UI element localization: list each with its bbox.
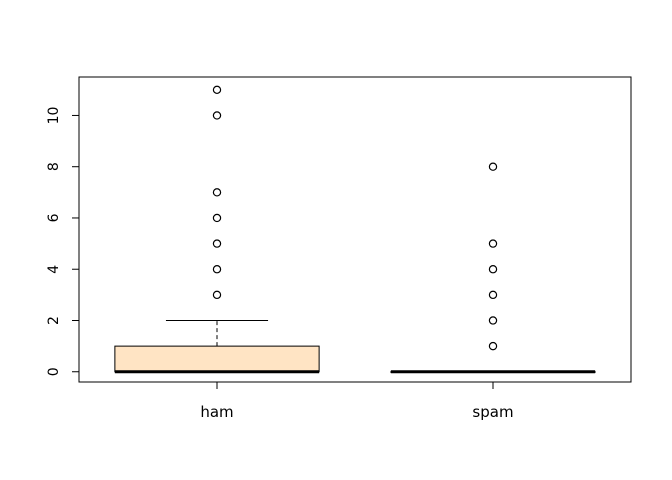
outlier-point — [212, 111, 222, 120]
outlier-point — [488, 341, 498, 351]
outlier-point — [212, 213, 222, 223]
box-iqr — [114, 345, 320, 373]
x-tick-label-spam: spam — [472, 403, 513, 421]
outlier-point — [212, 239, 222, 248]
outlier-point — [488, 162, 498, 171]
outlier-point — [212, 85, 222, 95]
x-tick-label-ham: ham — [200, 403, 233, 421]
y-tick-label: 4 — [46, 265, 62, 274]
outlier-point — [212, 265, 222, 274]
outlier-point — [212, 188, 222, 197]
box-ham — [114, 85, 320, 374]
outlier-point — [488, 316, 498, 325]
y-tick-label: 2 — [46, 316, 62, 325]
y-tick-label: 10 — [46, 107, 62, 125]
y-tick-label: 6 — [46, 213, 62, 222]
outlier-point — [212, 290, 222, 300]
boxes — [114, 85, 596, 374]
y-axis: 0 2 4 6 8 10 — [46, 107, 80, 376]
box-spam — [390, 162, 596, 374]
outlier-point — [488, 239, 498, 248]
x-axis: ham spam — [200, 381, 514, 421]
y-tick-label: 0 — [46, 367, 62, 376]
outlier-point — [488, 265, 498, 274]
outlier-point — [488, 290, 498, 300]
plot-area-frame — [78, 76, 632, 383]
y-tick-label: 8 — [46, 162, 62, 171]
